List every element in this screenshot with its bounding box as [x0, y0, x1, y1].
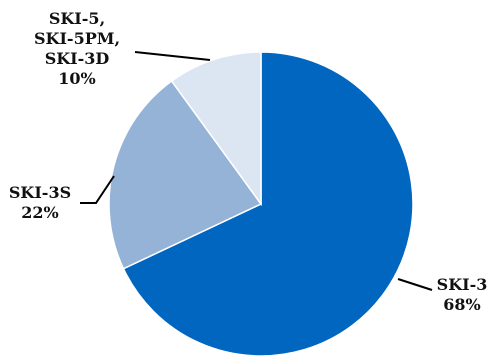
pie-slice: [170, 51, 262, 207]
slice-label: SKI-5, SKI-5PM, SKI-3D 10%: [34, 9, 120, 88]
pie-slices: [108, 51, 414, 356]
slice-labels: SKI-3 68% SKI-3S 22% SKI-5, SKI-5PM, SKI-3D 10%: [9, 9, 488, 314]
slice-name: SKI-5,: [49, 9, 105, 28]
pie-slice: [108, 79, 263, 270]
slice-name: SKI-3: [437, 275, 488, 294]
slice-name: SKI-3S: [9, 183, 71, 202]
leader-lines: [80, 51, 433, 291]
slice-percent: 68%: [443, 295, 480, 314]
slice-label: SKI-3 68%: [437, 275, 488, 314]
pie-slice: [122, 51, 414, 356]
slice-name: SKI-5PM,: [34, 29, 120, 48]
slice-percent: 10%: [58, 69, 95, 88]
leader-line: [134, 51, 211, 61]
slice-label: SKI-3S 22%: [9, 183, 71, 222]
leader-line: [80, 175, 115, 204]
leader-line: [397, 278, 433, 291]
slice-name: SKI-3D: [45, 49, 110, 68]
slice-percent: 22%: [21, 203, 58, 222]
